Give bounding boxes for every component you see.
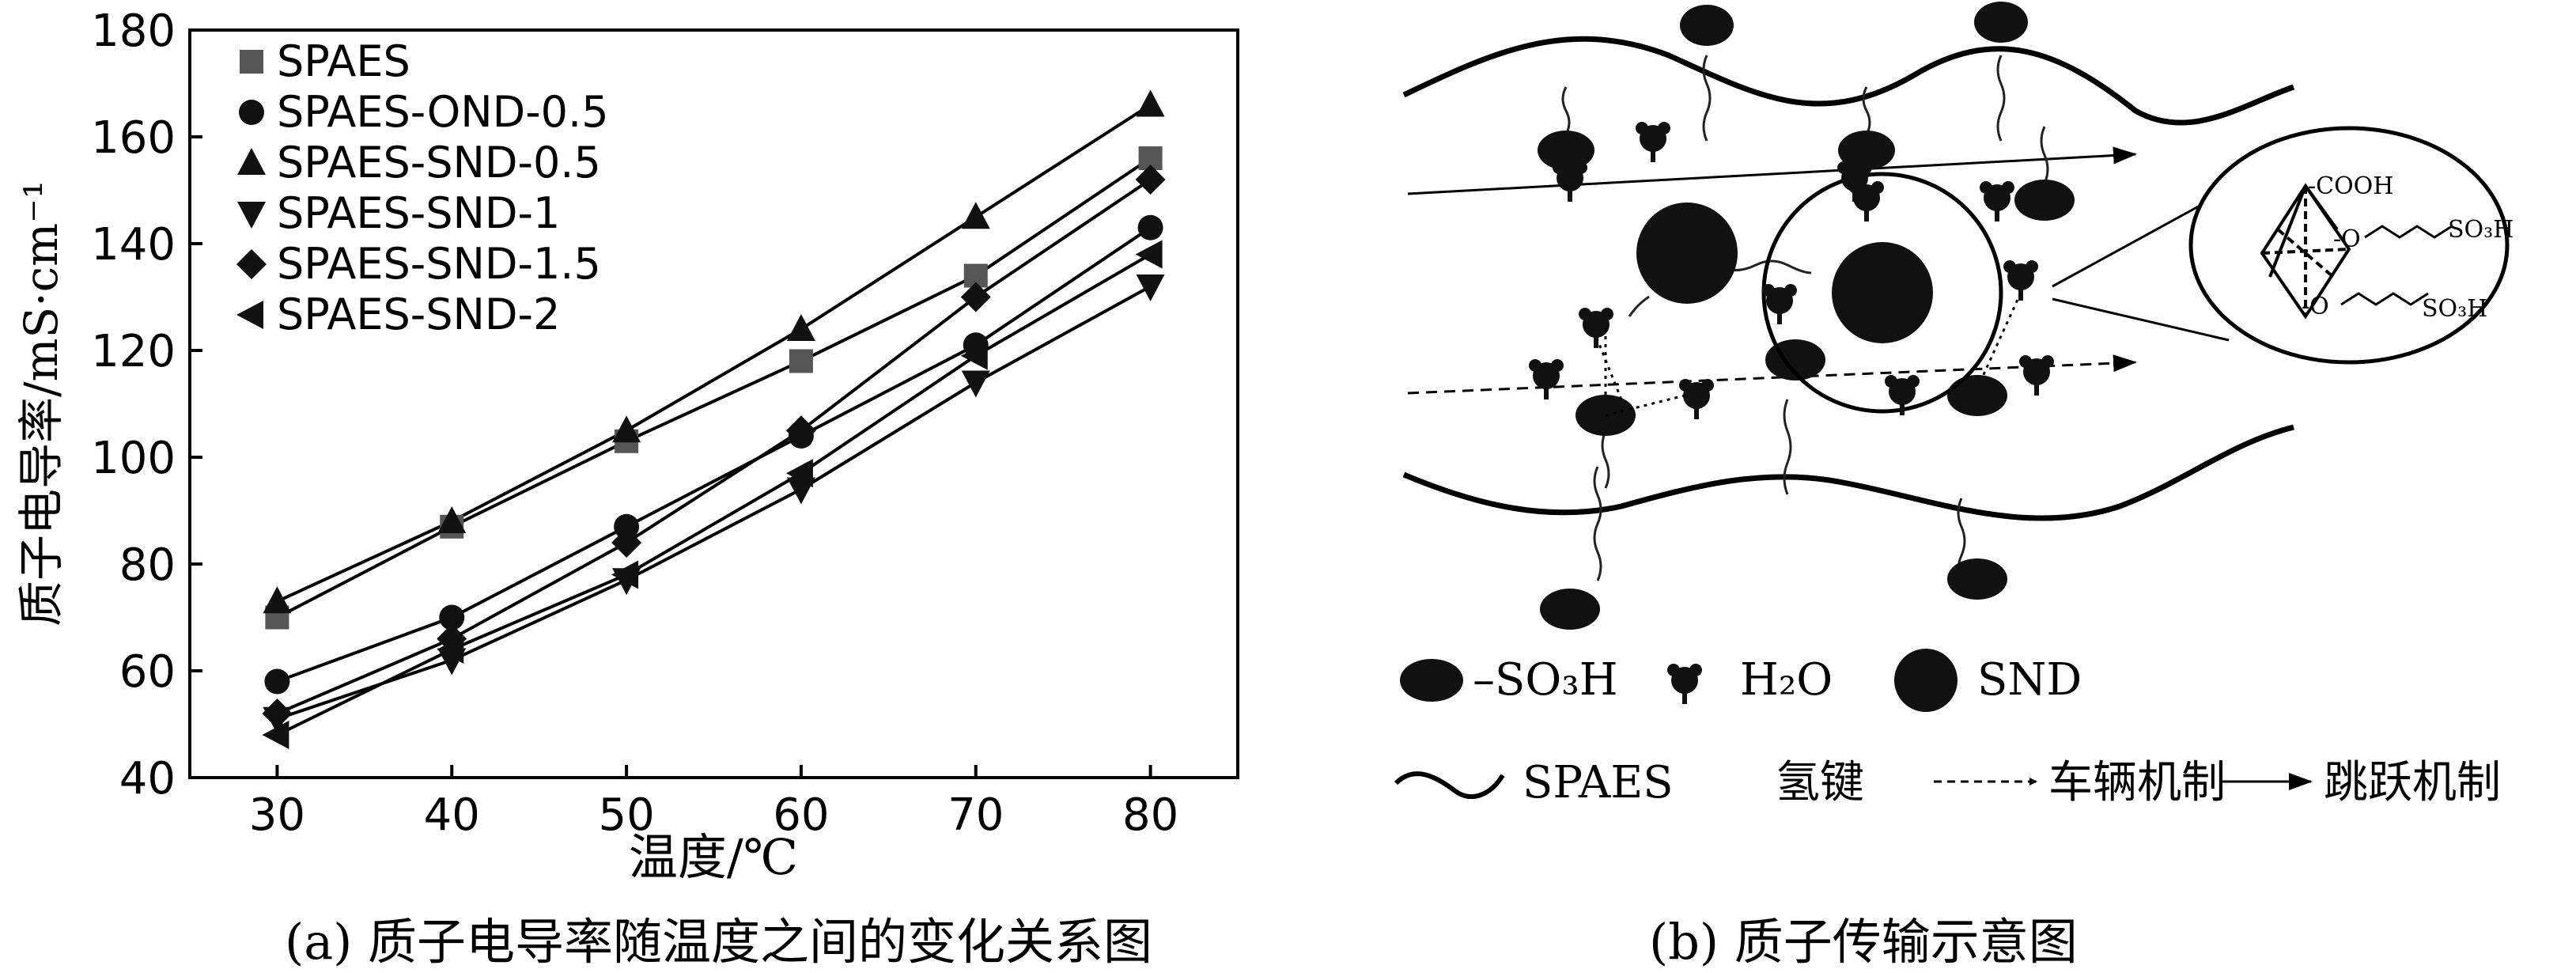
snd-particle <box>1636 203 1738 304</box>
cooh-label: -COOH <box>2308 172 2393 200</box>
h2o-legend-label: H₂O <box>1740 654 1833 706</box>
legend-marker-SPAES-SND-1.5 <box>236 249 267 279</box>
data-point-SPAES-SND-0.5 <box>263 586 292 614</box>
data-point-SPAES-OND-0.5 <box>1137 214 1163 240</box>
data-point-SPAES <box>789 349 813 373</box>
data-point-SPAES-SND-1 <box>1136 274 1165 301</box>
x-axis: 30 40 50 60 70 80 <box>249 765 1178 841</box>
spaes-backbone-top <box>1402 36 2295 126</box>
y-tick-label: 60 <box>119 646 176 698</box>
snd-structure-inset: -COOH -O -O SO₃H SO₃H <box>2188 126 2514 365</box>
y-tick-label: 80 <box>119 540 176 591</box>
series-line-SPAES-SND-1 <box>276 285 1152 721</box>
series-line-SPAES-SND-2 <box>276 252 1152 736</box>
legend-marker-SPAES-OND-0.5 <box>239 100 264 125</box>
spaes-symbol <box>1394 771 1505 800</box>
data-point-SPAES-SND-0.5 <box>961 202 990 229</box>
snd-particle-enclosed <box>1832 242 1933 343</box>
vehicle-legend-label: 车辆机制 <box>2048 757 2226 808</box>
so3h-label-2: SO₃H <box>2422 295 2487 323</box>
x-axis-label: 温度/℃ <box>629 828 798 886</box>
y-tick-label: 120 <box>91 326 176 377</box>
data-point-SPAES-SND-1.5 <box>960 282 991 312</box>
data-point-SPAES-SND-1.5 <box>1135 165 1166 195</box>
hydrogen-bonds <box>1596 292 2022 417</box>
series-line-SPAES-OND-0.5 <box>276 226 1152 683</box>
snd-symbol <box>1894 649 1958 712</box>
y-tick-label: 140 <box>91 219 176 271</box>
data-point-SPAES-SND-2 <box>262 721 289 749</box>
y-axis-label: 质子电导率/mS·cm⁻¹ <box>14 180 68 627</box>
zoom-line-bottom <box>2052 297 2230 342</box>
proton-transport-diagram: -COOH -O -O SO₃H SO₃H –SO₃H H₂O SND SPAE… <box>1394 2 2514 808</box>
vehicle-arrow <box>1407 354 2137 395</box>
hbond-legend-label: 氢键 <box>1776 757 1864 808</box>
snd-legend-label: SND <box>1977 654 2082 706</box>
data-point-SPAES-SND-0.5 <box>612 415 641 443</box>
h2o-symbol <box>1667 664 1702 704</box>
hopping-arrow <box>1407 146 2137 195</box>
hopping-legend-label: 跳跃机制 <box>2324 757 2501 808</box>
x-tick-label: 80 <box>1122 789 1178 841</box>
series-lines <box>276 103 1152 736</box>
legend-marker-SPAES-SND-0.5 <box>237 148 266 175</box>
data-point-SPAES-SND-1.5 <box>611 528 642 558</box>
series-line-SPAES-SND-0.5 <box>276 103 1152 604</box>
legend-label: SPAES-SND-1 <box>277 188 560 238</box>
data-point-SPAES-SND-2 <box>611 560 639 589</box>
legend-label: SPAES-SND-0.5 <box>277 138 601 187</box>
x-tick-label: 30 <box>249 789 305 841</box>
x-tick-label: 60 <box>773 789 829 841</box>
spaes-backbone-bottom <box>1402 424 2294 521</box>
data-point-SPAES-SND-2 <box>785 459 813 488</box>
series-markers <box>262 89 1166 749</box>
y-tick-label: 40 <box>119 753 176 805</box>
so3h-label-1: SO₃H <box>2448 216 2514 244</box>
legend-marker-SPAES-SND-2 <box>236 301 263 329</box>
data-point-SPAES-SND-2 <box>437 635 464 664</box>
data-point-SPAES-SND-1.5 <box>262 699 293 729</box>
series-line-SPAES-SND-1.5 <box>276 178 1152 715</box>
y-tick-label: 100 <box>91 433 176 484</box>
legend-label: SPAES-SND-2 <box>277 290 560 339</box>
legend-marker-SPAES <box>240 50 263 74</box>
series-line-SPAES <box>276 157 1152 619</box>
data-point-SPAES-SND-1.5 <box>785 415 816 446</box>
legend-label: SPAES-SND-1.5 <box>277 239 601 289</box>
diagram-legend: –SO₃H H₂O SND SPAES 氢键 车辆机制 跳跃机制 <box>1394 649 2501 808</box>
ether-label-2: -O <box>2302 293 2329 320</box>
data-point-SPAES-SND-2 <box>960 341 988 370</box>
so3h-groups <box>1538 2 2075 630</box>
data-point-SPAES-SND-0.5 <box>786 314 815 341</box>
x-tick-label: 70 <box>948 789 1004 841</box>
y-tick-label: 160 <box>91 112 176 164</box>
y-tick-label: 180 <box>91 6 176 57</box>
plot-area <box>188 28 1239 779</box>
legend-label: SPAES-OND-0.5 <box>277 87 609 137</box>
data-point-SPAES-SND-0.5 <box>437 506 467 533</box>
legend-label: SPAES <box>277 36 410 86</box>
caption-b: (b) 质子传输示意图 <box>1649 913 2078 971</box>
data-point-SPAES-OND-0.5 <box>439 604 465 630</box>
chart-legend: SPAESSPAES-OND-0.5SPAES-SND-0.5SPAES-SND… <box>236 36 609 339</box>
legend-marker-SPAES-SND-1 <box>237 202 266 229</box>
x-tick-label: 40 <box>424 789 480 841</box>
x-tick-label: 50 <box>598 789 654 841</box>
caption-a: (a) 质子电导率随温度之间的变化关系图 <box>285 913 1153 971</box>
data-point-SPAES-SND-0.5 <box>1136 89 1165 117</box>
so3h-legend-label: –SO₃H <box>1473 654 1618 706</box>
data-point-SPAES-SND-2 <box>1135 240 1163 269</box>
spaes-legend-label: SPAES <box>1523 757 1674 808</box>
y-axis: 40 60 80 100 120 140 160 180 <box>91 6 202 805</box>
data-point-SPAES-SND-1 <box>961 370 990 398</box>
data-point-SPAES-OND-0.5 <box>264 668 290 695</box>
so3h-symbol <box>1400 659 1463 702</box>
data-point-SPAES-OND-0.5 <box>614 513 640 540</box>
ether-label-1: -O <box>2333 225 2361 253</box>
